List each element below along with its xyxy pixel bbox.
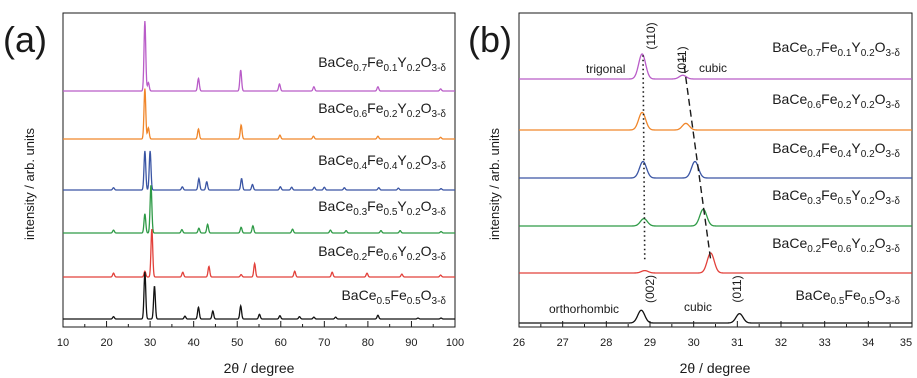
x-tick-label: 70 <box>318 337 330 349</box>
xrd-series-line <box>519 111 912 131</box>
panel-b-xlabel: 2θ / degree <box>680 360 751 376</box>
panel-a-x-ticks <box>62 321 456 327</box>
annotation-cubic-bottom: cubic <box>684 300 712 314</box>
dotted-guide-line <box>642 55 646 261</box>
x-tick-label: 50 <box>231 337 243 349</box>
xrd-series-line <box>519 252 912 274</box>
xrd-series-line <box>63 271 455 320</box>
x-tick-label: 100 <box>446 337 464 349</box>
series-label: BaCe0.4Fe0.4Y0.2O3-δ <box>772 140 900 160</box>
x-tick-label: 31 <box>731 337 743 349</box>
x-tick-label: 30 <box>144 337 156 349</box>
x-tick-label: 27 <box>557 337 569 349</box>
x-tick-label: 33 <box>819 337 831 349</box>
series-label: BaCe0.5Fe0.5O3-δ <box>341 287 446 307</box>
series-label: BaCe0.3Fe0.5Y0.2O3-δ <box>318 198 446 218</box>
xrd-series-line <box>63 150 455 191</box>
x-tick-label: 29 <box>644 337 656 349</box>
annotation-hkl-011-bottom: (011) <box>730 275 744 302</box>
xrd-series-line <box>63 228 455 278</box>
annotation-hkl-002: (002) <box>643 275 657 303</box>
series-label: BaCe0.7Fe0.1Y0.2O3-δ <box>772 39 900 59</box>
panel-b-series-layer: BaCe0.7Fe0.1Y0.2O3-δ BaCe0.6Fe0.2Y0.2O3-δ… <box>519 39 912 324</box>
x-tick-label: 60 <box>275 337 287 349</box>
annotation-hkl-110: (110) <box>644 22 658 49</box>
x-tick-label: 80 <box>362 337 374 349</box>
panel-a-series-layer: BaCe0.7Fe0.1Y0.2O3-δ BaCe0.6Fe0.2Y0.2O3-δ… <box>63 20 455 320</box>
series-label: BaCe0.5Fe0.5O3-δ <box>795 287 900 307</box>
panel-a-ylabel: intensity / arb. units <box>22 128 37 240</box>
x-tick-label: 28 <box>600 337 612 349</box>
series-label: BaCe0.2Fe0.6Y0.2O3-δ <box>772 235 900 255</box>
panel-b-label: (b) <box>468 19 512 60</box>
panel-b-x-ticks <box>518 321 913 327</box>
panel-a-xlabel: 2θ / degree <box>224 360 295 376</box>
panel-b-ylabel: intensity / arb. units <box>487 128 502 240</box>
series-label: BaCe0.4Fe0.4Y0.2O3-δ <box>318 152 446 172</box>
xrd-series-line <box>519 53 912 80</box>
x-tick-label: 34 <box>862 337 874 349</box>
x-tick-label: 20 <box>100 337 112 349</box>
x-tick-label: 30 <box>688 337 700 349</box>
series-label: BaCe0.6Fe0.2Y0.2O3-δ <box>772 91 900 111</box>
series-label: BaCe0.3Fe0.5Y0.2O3-δ <box>772 187 900 207</box>
annotation-hkl-011-top: (011) <box>675 46 689 73</box>
panel-b: (b) intensity / arb. units BaCe0.7Fe0.1Y… <box>468 12 913 376</box>
x-tick-label: 35 <box>900 337 912 349</box>
dashed-guide-line <box>682 55 712 261</box>
panel-a: (a) intensity / arb. units BaCe0.7Fe0.1Y… <box>3 12 464 376</box>
panel-b-guide-lines <box>642 55 712 261</box>
x-tick-label: 10 <box>57 337 69 349</box>
x-tick-label: 32 <box>775 337 787 349</box>
panel-b-x-tick-labels: 26 27 28 29 30 31 32 33 34 35 <box>513 337 912 349</box>
x-tick-label: 90 <box>405 337 417 349</box>
panel-a-x-tick-labels: 10 20 30 40 50 60 70 80 90 100 <box>57 337 464 349</box>
annotation-cubic-top: cubic <box>699 61 727 75</box>
xrd-series-line <box>519 160 912 179</box>
panel-a-label: (a) <box>3 19 47 60</box>
xrd-series-line <box>519 208 912 227</box>
series-label: BaCe0.6Fe0.2Y0.2O3-δ <box>318 100 446 120</box>
series-label: BaCe0.7Fe0.1Y0.2O3-δ <box>318 54 446 74</box>
x-tick-label: 26 <box>513 337 525 349</box>
annotation-orthorhombic: orthorhombic <box>549 302 619 316</box>
series-label: BaCe0.2Fe0.6Y0.2O3-δ <box>318 243 446 263</box>
xrd-series-line <box>519 309 912 324</box>
annotation-trigonal: trigonal <box>586 62 625 76</box>
x-tick-label: 40 <box>188 337 200 349</box>
xrd-series-line <box>63 20 455 92</box>
xrd-series-line <box>63 185 455 234</box>
xrd-series-line <box>63 88 455 140</box>
